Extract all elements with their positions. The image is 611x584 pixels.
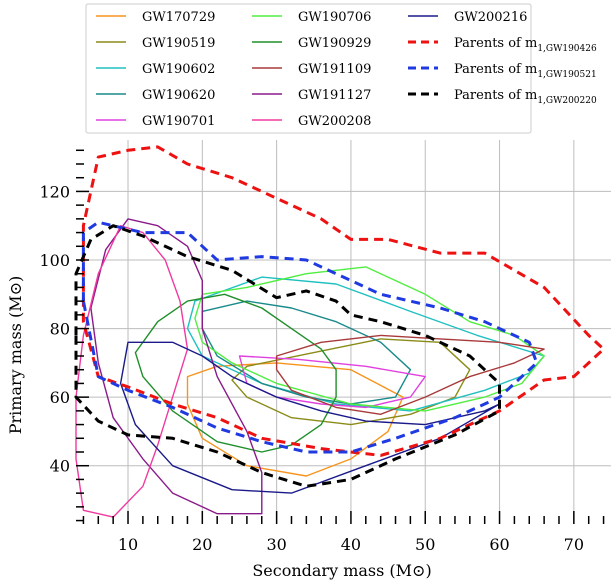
y-tick-label: 80 <box>50 320 70 339</box>
legend-label: GW190706 <box>298 10 371 25</box>
legend-box <box>85 3 532 134</box>
contour-1-GW190521 <box>81 220 539 454</box>
contour-1-GW190426 <box>81 145 606 457</box>
y-tick-label: 40 <box>50 457 70 476</box>
y-tick-label: 60 <box>50 388 70 407</box>
legend-label: GW191127 <box>298 88 371 103</box>
x-tick-label: 30 <box>266 535 286 554</box>
x-axis-label: Secondary mass (M⊙) <box>252 561 431 580</box>
x-tick-label: 50 <box>415 535 435 554</box>
legend-label: GW200208 <box>298 114 371 129</box>
axes: 10 20 30 40 50 60 70 40 60 80 100 120 <box>39 149 605 554</box>
legend-label: GW190602 <box>142 62 215 77</box>
legend-label: GW200216 <box>454 10 527 25</box>
y-axis-label: Primary mass (M⊙) <box>6 276 25 435</box>
legend-label: GW190620 <box>142 88 215 103</box>
x-tick-label: 40 <box>341 535 361 554</box>
contour-GW190706 <box>194 266 545 412</box>
y-tick-label: 120 <box>39 182 70 201</box>
contour-GW200216 <box>119 341 501 494</box>
x-tick-label: 60 <box>489 535 509 554</box>
contour-1-GW200220 <box>74 224 501 488</box>
contour-GW191127 <box>90 218 263 515</box>
contour-series <box>74 145 606 518</box>
legend-label: GW190701 <box>142 114 215 129</box>
contour-GW190620 <box>201 300 412 405</box>
x-tick-label: 70 <box>564 535 584 554</box>
legend: GW170729 GW190519 GW190602 GW190620 GW190701… <box>85 3 597 134</box>
contour-GW191109 <box>275 334 545 415</box>
grid-lines <box>76 140 611 524</box>
contour-GW200208 <box>75 225 189 518</box>
legend-label: GW191109 <box>298 62 371 77</box>
contour-GW190519 <box>231 338 471 426</box>
legend-label: GW190929 <box>298 36 371 51</box>
contour-GW190929 <box>134 293 337 453</box>
x-tick-label: 20 <box>192 535 212 554</box>
legend-label: GW190519 <box>142 36 215 51</box>
contour-GW170729 <box>186 362 404 477</box>
x-tick-label: 10 <box>118 535 138 554</box>
legend-label: GW170729 <box>142 10 215 25</box>
y-tick-label: 100 <box>39 251 70 270</box>
